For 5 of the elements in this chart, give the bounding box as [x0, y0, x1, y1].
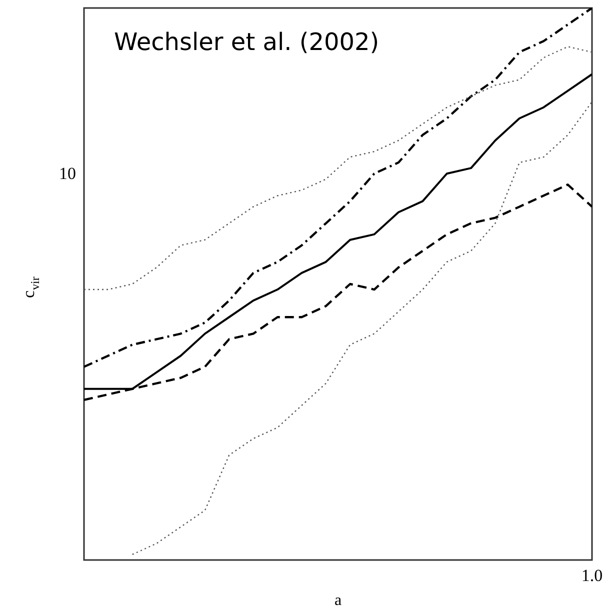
x-axis-title: a [334, 592, 342, 609]
y-axis-title: cvir [19, 276, 42, 298]
text: 1.0 [581, 566, 603, 585]
annotation: Wechsler et al. (2002) [114, 28, 380, 56]
text: 10 [59, 164, 76, 183]
